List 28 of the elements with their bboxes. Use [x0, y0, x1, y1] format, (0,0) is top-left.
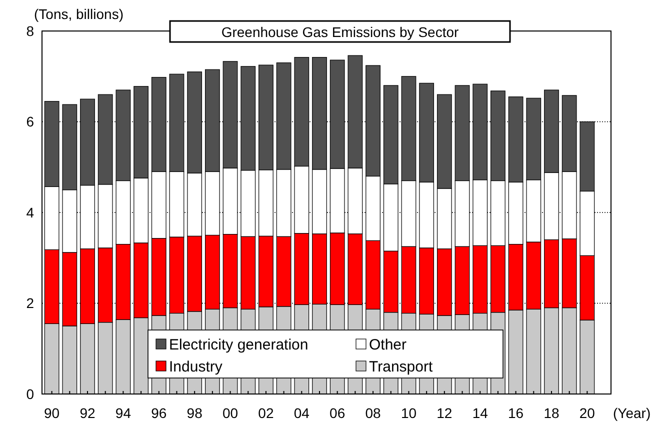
y-axis-title: (Tons, billions): [34, 6, 124, 22]
x-tick-label: 18: [544, 405, 560, 421]
x-tick-label: 12: [436, 405, 452, 421]
x-tick-label: 10: [400, 405, 417, 421]
y-tick-label: 4: [26, 204, 34, 220]
x-tick-label: 06: [330, 405, 346, 421]
legend-label: Industry: [169, 358, 223, 376]
x-tick-label: 98: [186, 405, 203, 421]
chart-title: Greenhouse Gas Emissions by Sector: [221, 24, 459, 40]
legend-label: Electricity generation: [169, 336, 308, 354]
y-tick-label: 6: [26, 114, 34, 130]
x-tick-label: 16: [508, 405, 524, 421]
legend-label: Transport: [369, 358, 434, 376]
x-tick-label: 94: [115, 405, 132, 421]
x-tick-label: 04: [294, 405, 310, 421]
x-tick-label: 00: [222, 405, 238, 421]
y-tick-label: 0: [26, 386, 34, 402]
x-tick-label: 14: [472, 405, 488, 421]
legend-label: Other: [369, 336, 407, 354]
x-tick-label: 08: [365, 405, 382, 421]
x-axis-title: (Year): [613, 405, 651, 421]
x-tick-label: 96: [151, 405, 167, 421]
x-tick-label: 92: [80, 405, 96, 421]
y-tick-label: 8: [26, 22, 34, 39]
x-tick-label: 02: [258, 405, 274, 421]
y-tick-label: 2: [26, 295, 34, 312]
x-tick-label: 90: [44, 405, 60, 421]
x-tick-label: 20: [579, 405, 596, 421]
